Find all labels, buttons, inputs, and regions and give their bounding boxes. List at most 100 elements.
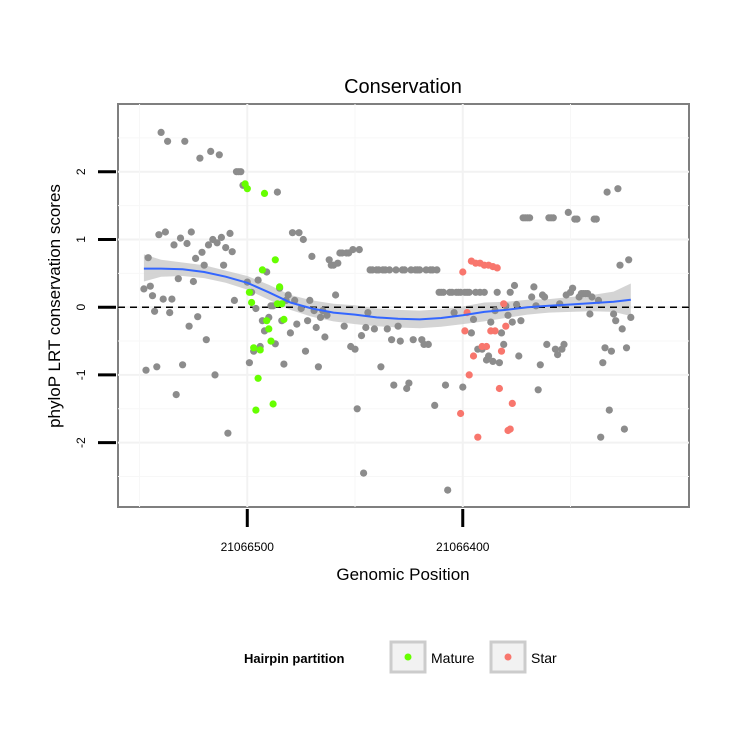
data-point-star (493, 264, 501, 272)
data-point-other (605, 406, 613, 414)
data-point-other (181, 137, 189, 145)
data-point-other (226, 229, 234, 237)
data-point-mature (250, 344, 258, 352)
data-point-other (362, 323, 370, 332)
data-point-star (495, 384, 503, 393)
data-point-mature (280, 315, 288, 323)
data-point-other (401, 266, 409, 274)
data-point-other (176, 234, 185, 242)
data-point-mature (271, 256, 279, 264)
data-point-other (314, 363, 322, 371)
data-point-other (528, 293, 536, 301)
data-point-other (293, 320, 301, 328)
data-point-star (482, 342, 491, 351)
data-point-other (144, 254, 152, 262)
data-point-other (564, 208, 572, 216)
data-point-other (166, 309, 174, 317)
data-point-other (510, 281, 519, 290)
data-point-other (286, 329, 294, 337)
y-tick-label: -1 (74, 369, 88, 380)
points-layer (140, 128, 635, 494)
data-point-other (405, 379, 413, 387)
data-point-other (304, 317, 312, 325)
data-point-other (351, 345, 359, 353)
data-point-other (273, 188, 281, 196)
data-point-other (485, 352, 493, 360)
data-point-mature (254, 374, 262, 382)
data-point-mature (248, 298, 256, 307)
data-point-other (622, 344, 631, 352)
data-point-other (433, 266, 441, 274)
data-point-other (140, 285, 148, 293)
data-point-other (288, 229, 297, 237)
data-point-other (620, 425, 629, 433)
chart-title: Conservation (344, 76, 462, 98)
data-point-star (459, 268, 467, 276)
data-point-other (597, 433, 605, 441)
data-point-other (321, 333, 329, 341)
data-point-other (392, 266, 400, 274)
data-point-other (306, 296, 314, 304)
data-point-star (461, 327, 469, 335)
data-point-other (349, 246, 357, 254)
data-point-other (217, 233, 225, 241)
data-point-other (513, 300, 521, 309)
y-tick-label: -2 (74, 437, 88, 448)
data-point-other (554, 351, 562, 359)
data-point-other (394, 322, 402, 330)
data-point-other (409, 336, 417, 344)
data-point-other (222, 244, 230, 252)
data-point-other (183, 239, 191, 248)
data-point-other (196, 154, 204, 162)
legend-mature-dot (404, 653, 412, 661)
data-point-other (573, 215, 581, 223)
data-point-other (556, 300, 564, 308)
data-point-other (480, 288, 488, 296)
data-point-other (280, 360, 288, 368)
data-point-other (469, 315, 478, 323)
legend-label-mature: Mature (431, 650, 475, 666)
data-point-other (500, 340, 508, 348)
data-point-other (541, 293, 549, 301)
y-tick-label: 2 (74, 168, 88, 175)
data-point-other (308, 252, 316, 260)
data-point-other (465, 288, 473, 296)
data-point-mature (258, 266, 266, 274)
data-point-star (474, 433, 482, 441)
data-point-star (508, 399, 516, 407)
data-point-other (610, 310, 618, 318)
data-point-other (377, 363, 385, 371)
data-point-other (627, 313, 635, 321)
data-point-other (174, 275, 182, 283)
data-point-mature (269, 400, 277, 408)
series-mature (241, 180, 288, 414)
data-point-other (207, 147, 215, 155)
legend-star-dot (504, 653, 512, 661)
data-point-other (396, 337, 404, 345)
data-point-other (569, 284, 577, 292)
y-tick-label: 0 (74, 304, 88, 311)
data-point-other (603, 188, 611, 196)
x-axis-label: Genomic Position (336, 565, 469, 584)
data-point-other (450, 309, 458, 317)
data-point-other (549, 214, 557, 222)
data-point-other (487, 318, 495, 326)
data-point-other (618, 325, 626, 333)
data-point-other (192, 254, 200, 262)
data-point-other (142, 366, 150, 374)
data-point-other (517, 317, 525, 325)
legend: Hairpin partition Mature Star (244, 640, 557, 674)
data-point-other (515, 352, 523, 360)
smooth-fit-line (143, 267, 631, 321)
data-point-other (202, 336, 210, 344)
data-point-other (148, 292, 157, 300)
data-point-star (506, 425, 514, 433)
x-tick-label: 21066500 (221, 540, 275, 554)
data-point-other (467, 329, 475, 337)
data-point-other (299, 235, 307, 244)
data-point-other (612, 317, 620, 325)
data-point-other (295, 229, 303, 237)
data-point-other (254, 276, 262, 284)
data-point-other (151, 307, 159, 315)
data-point-other (237, 168, 245, 176)
